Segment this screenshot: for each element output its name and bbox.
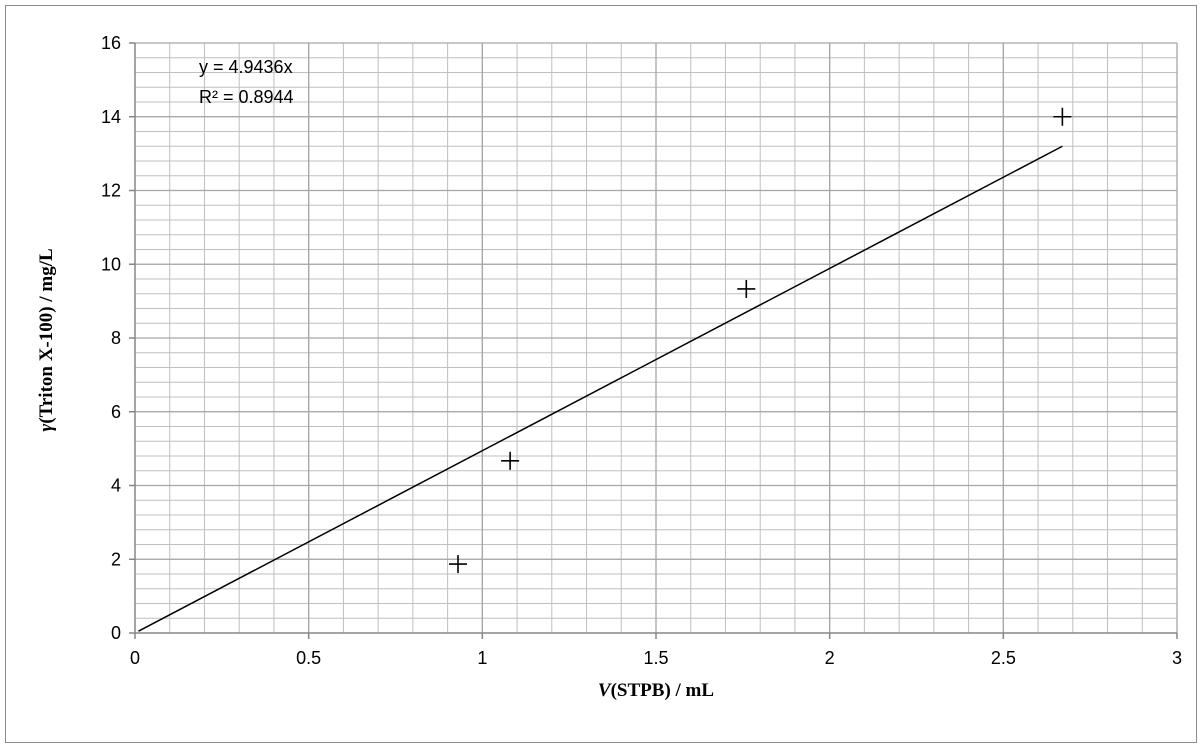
data-point — [449, 555, 467, 573]
y-tick-label: 14 — [101, 107, 121, 127]
y-tick-label: 8 — [111, 328, 121, 348]
x-tick-label: 0.5 — [296, 648, 321, 668]
axes — [129, 43, 1177, 639]
trendline — [138, 146, 1062, 631]
y-tick-labels: 0 2 4 6 8 10 12 14 16 — [101, 33, 121, 643]
data-point — [737, 280, 755, 298]
y-tick-label: 16 — [101, 33, 121, 53]
x-tick-labels: 0 0.5 1 1.5 2 2.5 3 — [130, 648, 1182, 668]
x-tick-label: 1.5 — [643, 648, 668, 668]
x-tick-label: 0 — [130, 648, 140, 668]
trendline-equation: y = 4.9436x — [199, 57, 293, 77]
x-axis-title: V(STPB) / mL — [598, 680, 714, 701]
y-tick-label: 2 — [111, 549, 121, 569]
y-tick-label: 12 — [101, 181, 121, 201]
y-tick-label: 4 — [111, 476, 121, 496]
y-axis-title-rest: (Triton X-100) / mg/L — [36, 248, 57, 423]
trendline-group — [138, 146, 1062, 631]
data-point — [501, 452, 519, 470]
y-tick-label: 6 — [111, 402, 121, 422]
x-tick-label: 2 — [825, 648, 835, 668]
trendline-r-squared: R² = 0.8944 — [199, 87, 294, 107]
y-tick-label: 0 — [111, 623, 121, 643]
y-axis-title-italic: γ — [36, 424, 57, 432]
x-tick-label: 3 — [1172, 648, 1182, 668]
data-point — [1053, 108, 1071, 126]
x-tick-label: 2.5 — [991, 648, 1016, 668]
x-axis-title-rest: (STPB) / mL — [611, 680, 714, 701]
x-tick-label: 1 — [477, 648, 487, 668]
y-axis-title: γ(Triton X-100) / mg/L — [36, 248, 57, 431]
y-tick-label: 10 — [101, 254, 121, 274]
